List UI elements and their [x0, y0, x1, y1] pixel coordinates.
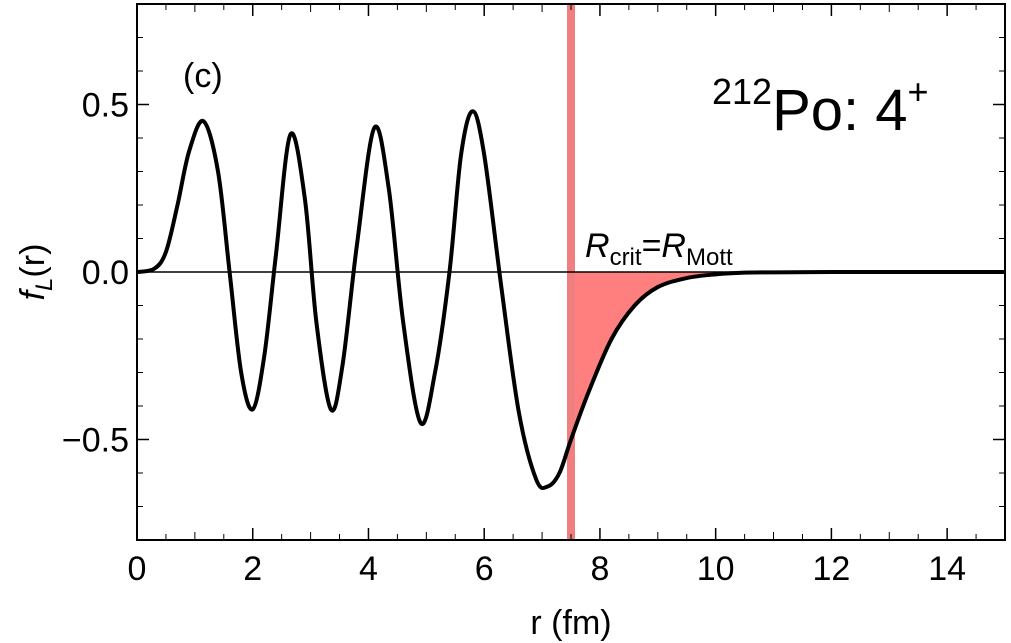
nucleus-symbol: Po: 4 [772, 78, 907, 143]
x-tick-label: 12 [812, 550, 850, 588]
equals-sign: = [642, 227, 662, 265]
mott-subscript: Mott [686, 244, 733, 271]
axis-ticks [136, 4, 1005, 540]
x-tick-label: 14 [928, 550, 966, 588]
r-crit-symbol: R [585, 227, 610, 265]
x-tick-label: 6 [475, 550, 494, 588]
x-tick-label: 4 [359, 550, 378, 588]
x-tick-label: 2 [243, 550, 262, 588]
x-tick-label: 10 [697, 550, 735, 588]
y-tick-label: 0.5 [82, 87, 129, 125]
critical-tail-fill [571, 272, 1005, 440]
r-mott-symbol: R [661, 227, 686, 265]
panel-label: (c) [183, 57, 223, 95]
mass-number: 212 [712, 71, 772, 112]
series-curve [136, 109, 1005, 491]
y-axis-title: fL(r) [14, 244, 58, 301]
y-tick-label: 0.0 [82, 254, 129, 292]
x-axis-title: r (fm) [530, 604, 611, 642]
x-tick-label: 0 [128, 550, 147, 588]
parity-sign: + [908, 71, 929, 112]
x-tick-label: 8 [590, 550, 609, 588]
y-title-rest: (r) [14, 244, 52, 278]
critical-radius-label: Rcrit=RMott [585, 227, 733, 271]
nucleus-label: 212Po: 4+ [712, 71, 929, 143]
axis-tick-labels: 0 2 4 6 8 10 12 14 −0.5 0.0 0.5 [62, 87, 966, 589]
y-tick-label: −0.5 [62, 422, 129, 460]
y-title-sub: L [31, 278, 58, 291]
crit-subscript: crit [610, 244, 642, 271]
